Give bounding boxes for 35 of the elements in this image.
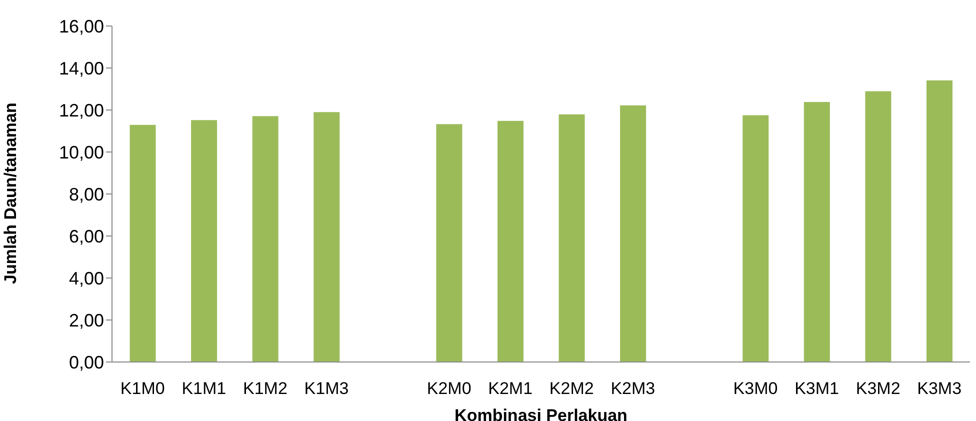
x-tick-label: K1M0 xyxy=(120,379,165,398)
bar xyxy=(497,120,524,362)
bar xyxy=(252,116,278,362)
x-tick-label: K3M0 xyxy=(733,379,778,398)
x-tick-label: K1M2 xyxy=(243,379,288,398)
y-axis-title: Jumlah Daun/tanaman xyxy=(1,102,20,284)
bar xyxy=(130,124,156,362)
y-tick-label: 2,00 xyxy=(68,310,104,330)
bar xyxy=(804,102,830,362)
x-tick-label: K1M3 xyxy=(304,379,349,398)
bar xyxy=(926,80,952,362)
y-tick-label: 6,00 xyxy=(68,226,104,246)
y-tick-label: 4,00 xyxy=(68,268,104,288)
bar xyxy=(620,105,646,362)
y-tick-label: 10,00 xyxy=(58,142,104,162)
x-tick-label: K2M3 xyxy=(610,379,656,398)
x-tick-label: K2M0 xyxy=(426,379,472,398)
y-tick-label: 0,00 xyxy=(68,352,104,372)
x-tick-label: K3M2 xyxy=(856,379,900,398)
bar xyxy=(742,115,769,362)
bar xyxy=(865,91,892,362)
x-tick-label: K1M1 xyxy=(182,379,226,398)
bar xyxy=(314,112,340,362)
x-axis-title: Kombinasi Perlakuan xyxy=(454,406,628,421)
x-tick-label: K3M1 xyxy=(794,379,839,398)
bar xyxy=(558,114,585,362)
bar xyxy=(436,124,462,362)
x-tick-label: K2M1 xyxy=(488,379,533,398)
y-tick-label: 14,00 xyxy=(58,58,104,78)
y-tick-label: 12,00 xyxy=(58,100,104,120)
y-tick-label: 8,00 xyxy=(68,184,104,204)
x-tick-label: K2M2 xyxy=(549,379,594,398)
x-tick-label: K3M3 xyxy=(917,379,962,398)
bar xyxy=(191,120,218,362)
y-tick-label: 16,00 xyxy=(58,16,104,36)
